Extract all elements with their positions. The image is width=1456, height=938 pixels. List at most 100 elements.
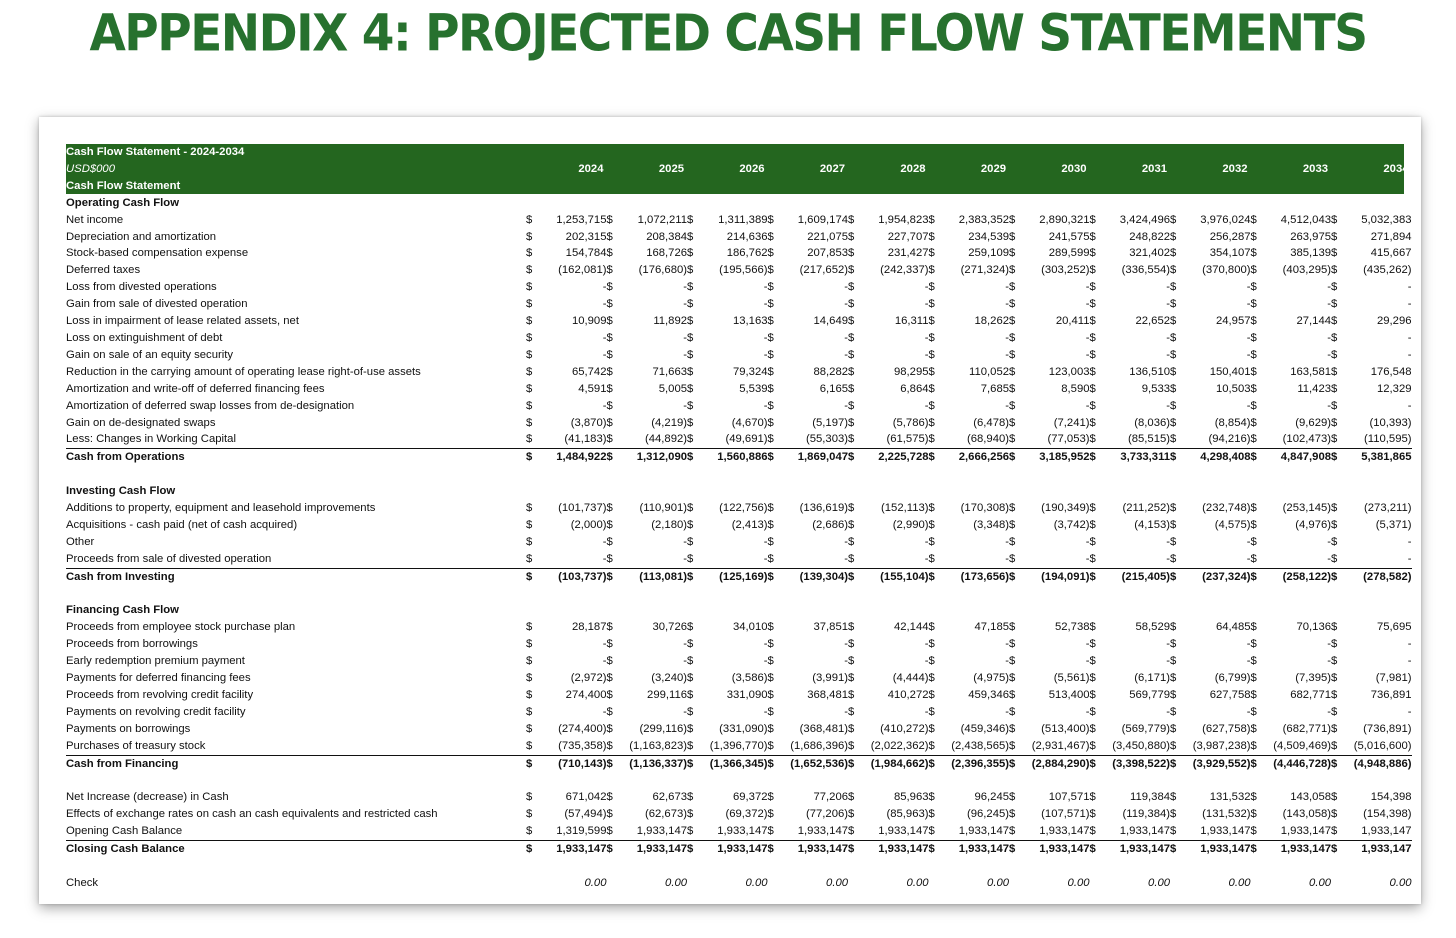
currency-symbol: $ — [606, 348, 613, 361]
value-cell: 37,851 — [813, 621, 849, 634]
value-cell: - — [1246, 331, 1251, 344]
currency-symbol — [1090, 875, 1104, 892]
value-cell: 248,822 — [1129, 230, 1171, 243]
row-label: Less: Changes in Working Capital — [66, 431, 526, 450]
row-label: Closing Cash Balance — [66, 843, 185, 856]
value-cell: 354,107 — [1209, 247, 1251, 260]
check-row: Check 0.00 0.00 0.00 0.00 0.00 0.00 0.00 0.00 0.0… — [66, 875, 1412, 892]
currency-symbol: $ — [767, 535, 774, 548]
value-cell: 0.00 — [987, 876, 1010, 889]
row-label: Stock-based compensation expense — [66, 247, 249, 260]
currency-symbol: $ — [1331, 264, 1338, 277]
currency-symbol: $ — [1089, 737, 1104, 756]
currency-symbol: $ — [1331, 688, 1338, 701]
value-cell: 8,590 — [1061, 382, 1090, 395]
currency-symbol: $ — [928, 281, 935, 294]
table-row: Proceeds from employee stock purchase pl… — [66, 619, 1412, 636]
year-header: 2026 — [739, 162, 765, 175]
value-cell: - — [1246, 638, 1251, 651]
value-cell: 1,609,174 — [797, 213, 849, 226]
value-cell: 9,533 — [1141, 382, 1171, 395]
value-cell: 0.00 — [1309, 876, 1332, 889]
table-row: Opening Cash Balance $1,319,599 $1,933,147… — [66, 823, 1412, 842]
currency-symbol: $ — [1250, 757, 1257, 770]
currency-symbol: $ — [606, 502, 613, 515]
value-cell: (94,216) — [1184, 431, 1251, 450]
value-cell: - — [1407, 535, 1412, 548]
total-row: Cash from Investing $ (103,737) $ (113,081) $… — [66, 568, 1412, 585]
currency-symbol: $ — [767, 281, 774, 294]
value-cell: - — [763, 348, 768, 361]
currency-symbol: $ — [1170, 518, 1177, 531]
value-cell: 1,319,599 — [540, 823, 607, 842]
currency-symbol: $ — [1250, 502, 1257, 515]
value-cell: (7,241) — [1053, 416, 1090, 429]
value-cell: - — [602, 298, 607, 311]
year-header: 2031 — [1141, 162, 1168, 175]
value-cell: (2,972) — [570, 672, 607, 685]
currency-symbol: $ — [1331, 737, 1346, 756]
value-cell: 3,733,311 — [1120, 451, 1171, 464]
currency-symbol: $ — [767, 672, 774, 685]
value-cell: (1,652,536) — [790, 757, 849, 770]
currency-symbol: $ — [928, 399, 935, 412]
currency-symbol: $ — [767, 451, 774, 464]
value-cell: (3,398,522) — [1112, 757, 1171, 770]
currency-symbol: $ — [767, 331, 774, 344]
currency-symbol: $ — [1089, 655, 1096, 668]
currency-symbol: $ — [1331, 431, 1346, 450]
value-cell: - — [1407, 399, 1412, 412]
currency-symbol: $ — [606, 230, 613, 243]
currency-symbol — [929, 875, 943, 892]
value-cell: (4,509,469) — [1264, 737, 1332, 756]
value-cell: 2,666,256 — [958, 451, 1010, 464]
currency-symbol: $ — [1170, 365, 1177, 378]
value-cell: 208,384 — [646, 230, 688, 243]
value-cell: - — [1246, 535, 1251, 548]
currency-symbol: $ — [848, 688, 855, 701]
currency-symbol: $ — [1250, 416, 1257, 429]
currency-symbol: $ — [606, 705, 613, 718]
currency-symbol: $ — [1009, 550, 1024, 569]
currency-symbol: $ — [848, 230, 855, 243]
currency-symbol: $ — [1009, 431, 1024, 450]
currency-symbol: $ — [606, 518, 613, 531]
currency-symbol: $ — [606, 247, 613, 260]
currency-symbol: $ — [848, 535, 855, 548]
value-cell: (5,371) — [1375, 518, 1412, 531]
value-cell: - — [1085, 705, 1090, 718]
currency-symbol: $ — [1250, 737, 1265, 756]
value-cell: 259,109 — [968, 247, 1010, 260]
value-cell: - — [602, 705, 607, 718]
value-cell: (4,444) — [892, 672, 929, 685]
currency-symbol: $ — [1009, 843, 1016, 856]
value-cell: - — [1246, 399, 1251, 412]
value-cell: (299,116) — [639, 722, 688, 735]
value-cell: 385,139 — [1290, 247, 1332, 260]
value-cell: 10,503 — [1215, 382, 1251, 395]
value-cell: - — [602, 281, 607, 294]
table-subtitle: Cash Flow Statement — [66, 179, 181, 192]
currency-symbol: $ — [687, 757, 694, 770]
value-cell: (155,104) — [880, 570, 929, 583]
value-cell: - — [924, 638, 929, 651]
currency-symbol: $ — [1170, 655, 1177, 668]
row-label: Amortization of deferred swap losses fro… — [66, 399, 355, 412]
currency-symbol: $ — [1009, 264, 1016, 277]
currency-symbol: $ — [1250, 688, 1257, 701]
row-label: Net income — [66, 213, 124, 226]
value-cell: (2,413) — [731, 518, 768, 531]
currency-symbol: $ — [1331, 281, 1338, 294]
section-heading-row: Operating Cash Flow — [66, 195, 1412, 212]
value-cell: 1,869,047 — [797, 451, 849, 464]
currency-symbol: $ — [526, 518, 533, 531]
value-cell: (3,929,552) — [1192, 757, 1251, 770]
value-cell: (4,948,886) — [1353, 757, 1412, 770]
currency-symbol: $ — [928, 502, 935, 515]
value-cell: 0.00 — [1148, 876, 1171, 889]
value-cell: 1,933,147 — [701, 823, 768, 842]
currency-symbol: $ — [848, 416, 855, 429]
currency-symbol: $ — [928, 298, 935, 311]
value-cell: 13,163 — [732, 315, 768, 328]
value-cell: 1,933,147 — [1184, 823, 1251, 842]
